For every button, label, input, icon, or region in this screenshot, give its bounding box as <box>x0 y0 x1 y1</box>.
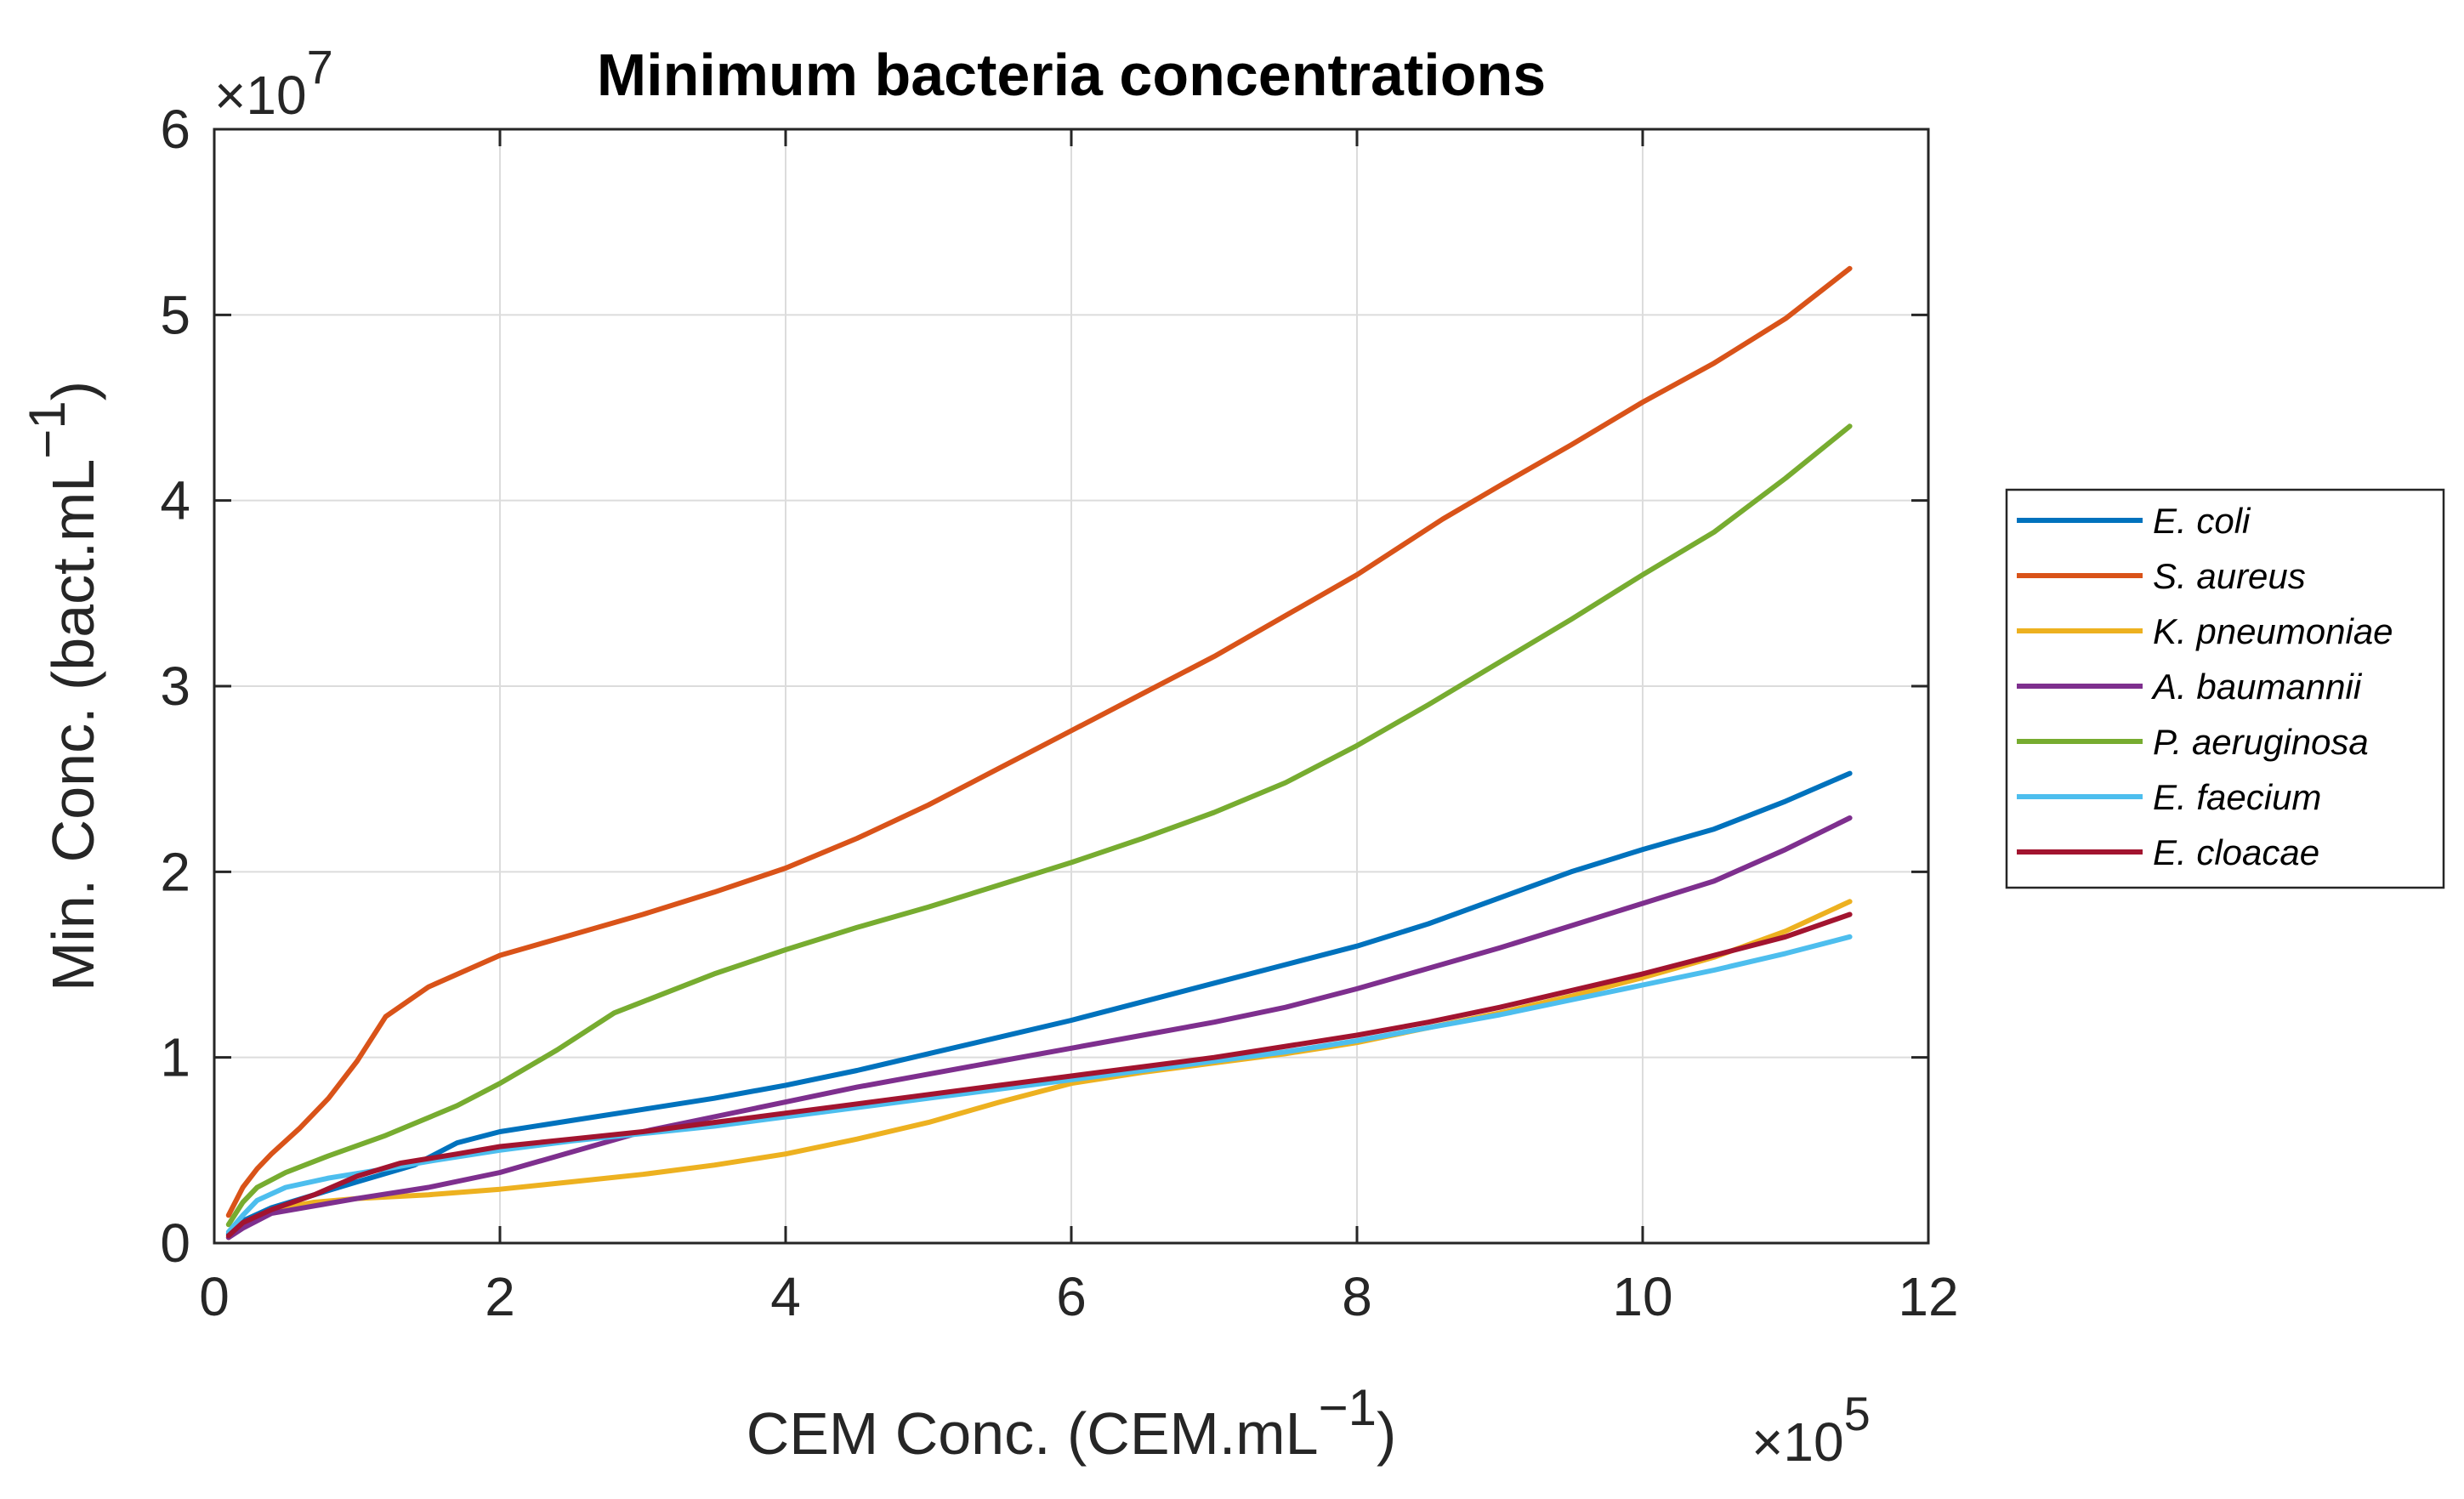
series-line-a-baumannii <box>225 815 1853 1241</box>
x-axis-multiplier: ×105 <box>1751 1387 1871 1473</box>
y-label-text: Min. Conc. (bact.mL <box>40 459 106 991</box>
y-tick-label: 4 <box>160 470 190 531</box>
legend-label: E. faecium <box>2153 777 2321 817</box>
legend-label: S. aureus <box>2153 556 2306 596</box>
x-tick-label: 4 <box>770 1266 801 1327</box>
series-line-s-aureus <box>225 265 1853 1218</box>
series-line-p-aeruginosa <box>225 423 1853 1228</box>
tick-marks <box>213 128 1930 1245</box>
y-tick-label: 2 <box>160 841 190 902</box>
y-tick-label: 3 <box>160 656 190 717</box>
x-tick-label: 10 <box>1612 1266 1672 1327</box>
chart-title: Minimum bacteria concentrations <box>597 42 1546 108</box>
y-axis-multiplier: ×107 <box>214 40 333 126</box>
x-axis-label: CEM Conc. (CEM.mL−1) <box>747 1379 1397 1467</box>
x-label-superscript: −1 <box>1319 1379 1377 1436</box>
x-tick-label: 6 <box>1056 1266 1087 1327</box>
legend-label: P. aeruginosa <box>2153 722 2369 762</box>
y-tick-label: 6 <box>160 99 190 160</box>
series-lines <box>225 265 1853 1241</box>
y-tick-label: 0 <box>160 1212 190 1274</box>
legend-label: A. baumannii <box>2150 667 2363 707</box>
series-line-e-faecium <box>225 934 1853 1235</box>
legend-item-s-aureus: S. aureus <box>2017 556 2306 596</box>
legend-label: E. cloacae <box>2153 832 2319 872</box>
legend-item-k-pneumoniae: K. pneumoniae <box>2017 611 2393 651</box>
series-line-e-coli <box>225 770 1853 1237</box>
legend-item-p-aeruginosa: P. aeruginosa <box>2017 722 2369 762</box>
x-multiplier-base: ×10 <box>1751 1411 1844 1473</box>
x-multiplier-exponent: 5 <box>1844 1387 1871 1440</box>
y-tick-label: 1 <box>160 1027 190 1088</box>
y-tick-label: 5 <box>160 284 190 345</box>
x-tick-labels: 0 2 4 6 8 10 12 <box>199 1266 1958 1327</box>
x-tick-label: 2 <box>485 1266 515 1327</box>
legend: E. coli S. aureus K. pneumoniae A. baumanni… <box>2005 488 2445 889</box>
legend-item-e-cloacae: E. cloacae <box>2017 832 2319 872</box>
x-label-end: ) <box>1377 1400 1396 1467</box>
series-line-e-cloacae <box>225 911 1853 1239</box>
y-label-superscript: −1 <box>19 400 76 458</box>
y-axis-label: Min. Conc. (bact.mL−1) <box>19 381 106 991</box>
y-tick-labels: 0 1 2 3 4 5 6 <box>160 99 190 1274</box>
legend-item-e-faecium: E. faecium <box>2017 777 2321 817</box>
x-tick-label: 12 <box>1898 1266 1958 1327</box>
y-label-end: ) <box>40 381 106 400</box>
legend-label: E. coli <box>2153 501 2251 541</box>
grid-lines <box>214 129 1928 1243</box>
legend-label: K. pneumoniae <box>2153 611 2393 651</box>
y-multiplier-exponent: 7 <box>307 40 333 94</box>
x-tick-label: 0 <box>199 1266 230 1327</box>
x-tick-label: 8 <box>1342 1266 1372 1327</box>
legend-item-e-coli: E. coli <box>2017 501 2251 541</box>
x-label-text: CEM Conc. (CEM.mL <box>747 1400 1319 1467</box>
legend-item-a-baumannii: A. baumannii <box>2017 667 2363 707</box>
y-multiplier-base: ×10 <box>214 65 307 126</box>
